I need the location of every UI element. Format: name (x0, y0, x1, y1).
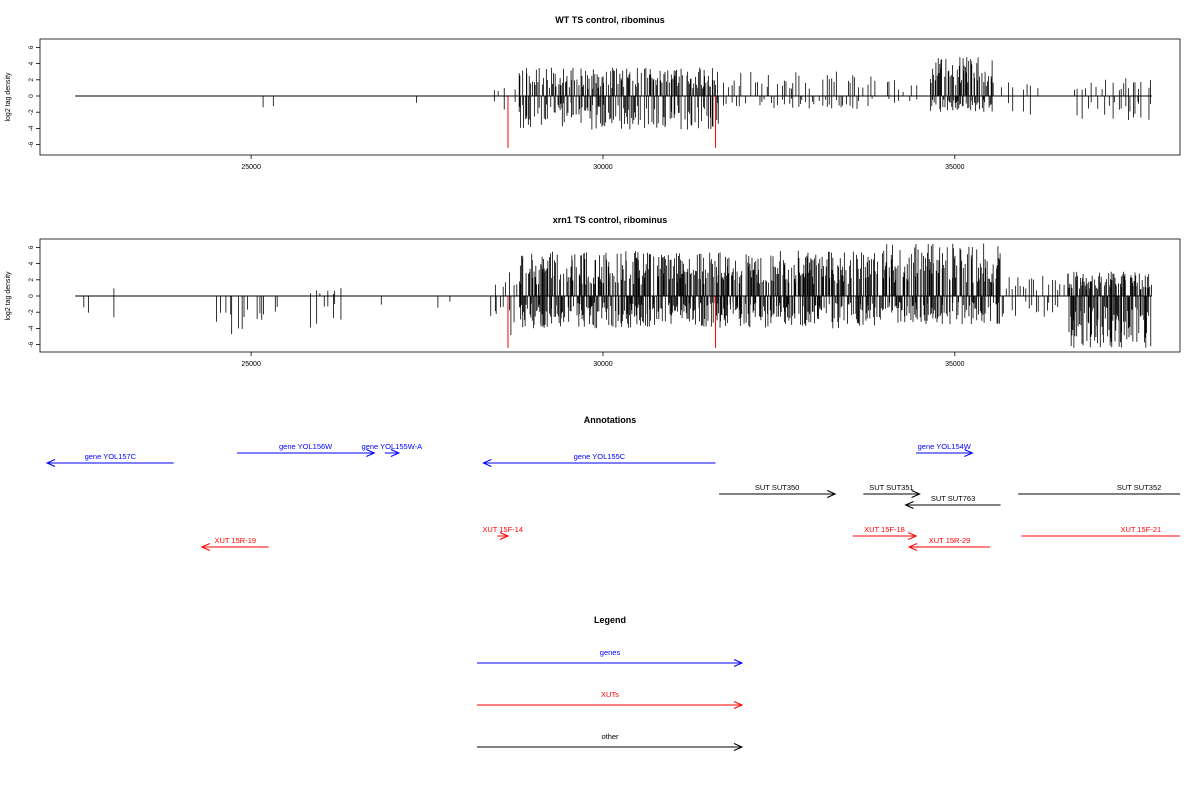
feature-label: SUT SUT350 (755, 483, 799, 492)
annotation-feature: gene YOL155C (482, 452, 716, 467)
legend-items: genes XUTs other (477, 648, 744, 751)
arrow-head (733, 743, 744, 751)
legend-entry: other (477, 732, 744, 751)
annotation-feature: XUT 15F-14 (482, 525, 523, 540)
arrow-head (733, 659, 744, 667)
feature-label: SUT SUT351 (869, 483, 913, 492)
arrow-head (200, 543, 211, 551)
annotation-feature: XUT 15F-21 (1021, 525, 1180, 537)
annotation-feature: XUT 15R-19 (200, 536, 269, 551)
density-bars (262, 57, 1151, 130)
annotation-feature: SUT SUT763 (904, 494, 1001, 509)
y-tick-label: -2 (28, 309, 35, 315)
y-tick-label: 4 (28, 61, 35, 65)
panel-title: xrn1 TS control, ribominus (553, 215, 668, 225)
y-tick-label: -4 (28, 125, 35, 131)
x-tick-label: 30000 (593, 164, 613, 171)
feature-label: gene YOL154W (918, 442, 972, 451)
y-tick-label: 2 (28, 278, 35, 282)
legend-label: genes (600, 648, 621, 657)
legend-entry: genes (477, 648, 744, 667)
arrow-head (907, 532, 918, 540)
feature-label: XUT 15F-18 (864, 525, 905, 534)
feature-label: XUT 15F-21 (1120, 525, 1161, 534)
arrow-head (733, 701, 744, 709)
y-axis-label: log2 tag density (5, 271, 12, 321)
y-axis-ticks: 6 4 2 0 -2 -4 -6 (28, 45, 40, 147)
arrow-head (964, 449, 974, 457)
plot-frame (39, 238, 1181, 353)
y-tick-label: 0 (28, 294, 35, 298)
annotations-title: Annotations (584, 415, 637, 425)
annotation-feature: XUT 15F-18 (852, 525, 918, 540)
annotation-feature: gene YOL155W-A (362, 442, 423, 457)
annotation-feature: gene YOL156W (237, 442, 376, 457)
x-tick-label: 35000 (945, 164, 965, 171)
x-tick-label: 25000 (241, 164, 261, 171)
legend-label: other (601, 732, 619, 741)
feature-label: gene YOL155C (574, 452, 626, 461)
annotation-feature: gene YOL154W (916, 442, 974, 457)
annotation-feature: gene YOL157C (45, 452, 174, 467)
wt-density-panel: WT TS control, ribominus log2 tag densit… (5, 15, 1181, 171)
y-tick-label: -2 (28, 109, 35, 115)
legend-label: XUTs (601, 690, 619, 699)
xrn1-density-panel: xrn1 TS control, ribominus log2 tag dens… (5, 215, 1181, 368)
y-tick-label: 2 (28, 78, 35, 82)
marker-lines (507, 296, 717, 348)
plot-frame (39, 38, 1181, 156)
annotation-items: gene YOL157C gene YOL156W gene YOL155W-A ge… (45, 442, 1180, 551)
arrow-head (482, 459, 492, 467)
feature-label: SUT SUT763 (931, 494, 975, 503)
x-tick-label: 25000 (241, 361, 261, 368)
x-axis-ticks: 25000 30000 35000 (241, 155, 965, 171)
legend-title: Legend (594, 615, 626, 625)
feature-label: XUT 15R-19 (215, 536, 257, 545)
legend-entry: XUTs (477, 690, 744, 709)
y-tick-label: 6 (28, 45, 35, 49)
marker-lines (507, 96, 717, 148)
arrow-head (904, 501, 914, 509)
feature-label: XUT 15F-14 (482, 525, 523, 534)
panel-title: WT TS control, ribominus (555, 15, 665, 25)
feature-label: XUT 15R-29 (929, 536, 971, 545)
y-tick-label: -6 (28, 341, 35, 347)
arrow-head (826, 490, 837, 498)
y-axis-ticks: 6 4 2 0 -2 -4 -6 (28, 245, 40, 347)
x-axis-ticks: 25000 30000 35000 (241, 352, 965, 368)
arrow-head (499, 532, 510, 540)
y-tick-label: 4 (28, 261, 35, 265)
feature-label: gene YOL156W (279, 442, 333, 451)
arrow-head (366, 449, 376, 457)
arrow-head (390, 449, 401, 457)
annotation-feature: XUT 15R-29 (907, 536, 990, 551)
annotation-feature: SUT SUT351 (863, 483, 921, 498)
arrow-head (45, 459, 56, 467)
arrow-head (907, 543, 918, 551)
y-tick-label: 6 (28, 245, 35, 249)
legend: Legend genes XUTs other (477, 615, 744, 751)
y-tick-label: 0 (28, 94, 35, 98)
x-tick-label: 35000 (945, 361, 965, 368)
feature-label: gene YOL157C (85, 452, 137, 461)
y-axis-label: log2 tag density (5, 72, 12, 122)
density-bars (83, 243, 1152, 348)
feature-label: gene YOL155W-A (362, 442, 423, 451)
y-tick-label: -6 (28, 141, 35, 147)
y-tick-label: -4 (28, 325, 35, 331)
arrow-head (911, 490, 921, 498)
annotation-feature: SUT SUT352 (1018, 483, 1180, 495)
feature-label: SUT SUT352 (1117, 483, 1161, 492)
x-tick-label: 30000 (593, 361, 613, 368)
annotation-feature: SUT SUT350 (719, 483, 837, 498)
